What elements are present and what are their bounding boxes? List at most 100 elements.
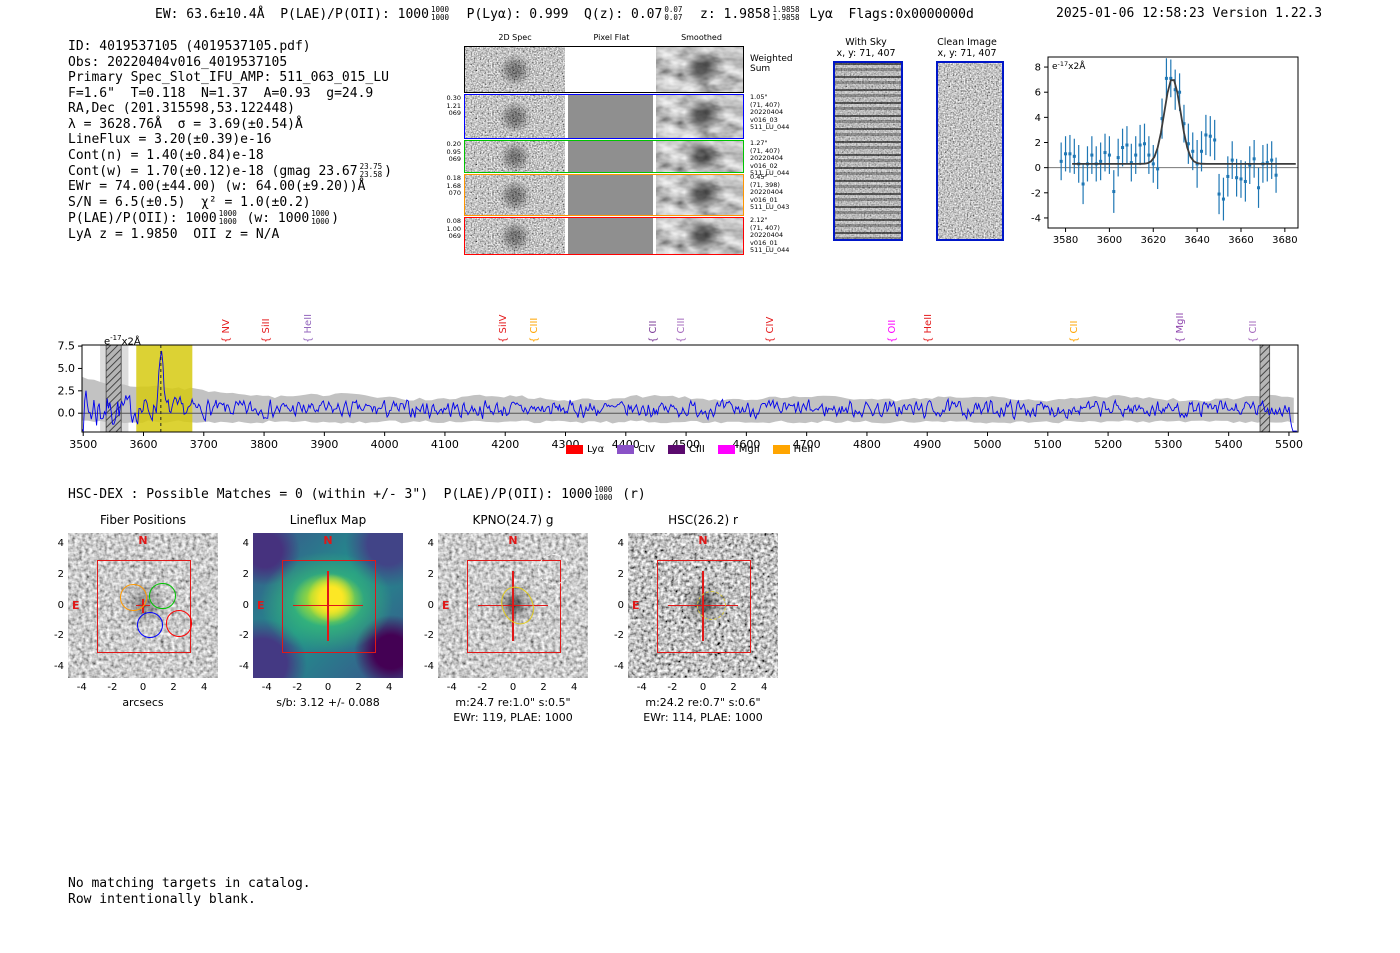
svg-text:4800: 4800 <box>853 438 881 451</box>
x-axis-tick-label: 0 <box>139 682 147 693</box>
compass-east-label: E <box>442 598 450 612</box>
text-segment: (w: 1000 <box>238 211 310 227</box>
spec2d-center-blob <box>465 141 565 172</box>
line-fit-zoom-plot: -4 -2 0 2 4 6 8 3580 3600 3620 3640 3660 3680 e-17x2Å <box>1031 56 1299 246</box>
spec2d-row <box>464 217 744 255</box>
x-axis-tick-label: 4 <box>201 682 208 693</box>
left-label-line: 0.30 <box>446 94 461 102</box>
smoothed-image <box>656 47 743 92</box>
left-label-line: 1.00 <box>446 224 461 233</box>
spec2d-row <box>464 140 744 173</box>
svg-text:3800: 3800 <box>250 438 278 451</box>
svg-text:3600: 3600 <box>129 438 157 451</box>
emission-line-label: { CIII <box>529 317 540 343</box>
legend-swatch <box>667 445 685 454</box>
detection-info-block: ID: 4019537105 (4019537105.pdf) Obs: 2022… <box>68 39 392 242</box>
cutout-title: HSC(26.2) r <box>668 513 738 527</box>
y-axis-tick-label: -2 <box>239 630 249 642</box>
footer-notes: No matching targets in catalog. Row inte… <box>68 876 311 907</box>
stack-top: 1.9858 <box>772 5 800 14</box>
cleanimage-image <box>936 61 1004 241</box>
text-segment: ID: 4019537105 (4019537105.pdf) <box>68 39 311 54</box>
svg-text:3500: 3500 <box>69 438 97 451</box>
x-axis-tick-label: -2 <box>292 682 303 693</box>
footer-line-1: No matching targets in catalog. <box>68 876 311 891</box>
right-label-line: 20220404 <box>750 154 784 163</box>
report-version: Version 1.22.3 <box>1212 6 1323 21</box>
x-axis-tick-label: 0 <box>699 682 707 693</box>
x-axis-tick-label: 2 <box>540 682 547 693</box>
cutout-panel: Fiber Positions N E 4 2 0 -2 -4 -4 -2 0 2 4 arcsecs <box>54 513 218 728</box>
pixelflat-image <box>568 175 653 215</box>
y-axis-tick-label: 2 <box>617 568 624 580</box>
stacked-fraction: 0.07 0.07 <box>664 6 682 22</box>
stacked-fraction: 1000 1000 <box>219 210 237 226</box>
svg-text:7.5: 7.5 <box>58 340 76 353</box>
text-segment: F=1.6" T=0.118 N=1.37 A=0.93 g=24.9 <box>68 85 374 101</box>
svg-text:8: 8 <box>1035 63 1041 74</box>
svg-text:5100: 5100 <box>1034 438 1062 451</box>
left-label-line: 1.68 <box>446 181 461 190</box>
info-line: EWr = 74.00(±44.00) (w: 64.00(±9.20))Å <box>68 179 392 195</box>
cutout-title: Lineflux Map <box>289 513 367 527</box>
spec2d-row-left-label: 0.18 1.68 070 <box>435 174 461 198</box>
y-axis-tick-label: 2 <box>57 568 64 580</box>
emission-line-label: { OII <box>887 319 899 343</box>
cutout-caption: arcsecs <box>122 696 164 709</box>
x-axis-tick-label: 4 <box>761 682 768 693</box>
aperture-box <box>467 559 561 654</box>
aperture-box <box>97 559 191 654</box>
sky-bands-overlay <box>835 63 901 239</box>
unit-base: e <box>104 336 111 348</box>
spec2d-row-left-label: 0.20 0.95 069 <box>435 140 461 164</box>
x-axis-tick-label: 4 <box>571 682 578 693</box>
info-line: Cont(n) = 1.40(±0.84)e-18 <box>68 148 392 164</box>
cleanimage-noise <box>938 63 1002 239</box>
x-axis-tick-label: -4 <box>636 682 647 693</box>
stack-top: 1000 <box>218 209 237 219</box>
left-label-line: 069 <box>448 232 461 240</box>
compass-north-label: N <box>698 534 708 547</box>
right-label-line: 1.05" <box>750 93 768 101</box>
smoothed-center-blob <box>656 218 743 254</box>
aperture-box <box>657 559 751 654</box>
info-line: Obs: 20220404v016_4019537105 <box>68 55 392 71</box>
legend-item: CIII <box>667 444 705 455</box>
stacked-fraction: 1000 1000 <box>594 486 612 502</box>
info-line: LyA z = 1.9850 OII z = N/A <box>68 227 392 243</box>
x-axis-tick-label: -4 <box>261 682 272 693</box>
y-axis-tick-label: -4 <box>54 660 64 672</box>
svg-text:0: 0 <box>1035 163 1041 174</box>
pixelflat-image <box>568 95 653 138</box>
right-label-line: v016_03 <box>750 115 778 124</box>
smoothed-center-blob <box>656 175 743 215</box>
spec2d-image <box>465 141 565 172</box>
stack-bottom: 1000 <box>311 217 330 227</box>
spec2d-image <box>465 47 565 92</box>
emission-line-label: { CIII <box>675 317 687 343</box>
cutout-caption: m:24.2 re:0.7" s:0.6" <box>645 696 761 709</box>
stacked-fraction: 1000 1000 <box>431 6 449 22</box>
spec2d-row <box>464 46 744 93</box>
x-axis-tick-label: 2 <box>170 682 177 693</box>
x-axis-tick-label: -4 <box>76 682 87 693</box>
smoothed-center-blob <box>656 47 743 92</box>
svg-text:3620: 3620 <box>1141 235 1166 246</box>
stack-top: 1000 <box>430 5 449 14</box>
left-label-line: 069 <box>448 155 461 163</box>
right-label-line: 20220404 <box>750 231 784 240</box>
cleanimage-title: Clean Image x, y: 71, 407 <box>917 37 1017 59</box>
cutout-caption: EWr: 119, PLAE: 1000 <box>453 711 573 724</box>
cleanimage-subtitle: x, y: 71, 407 <box>937 48 997 59</box>
info-line: λ = 3628.76Å σ = 3.69(±0.54)Å <box>68 117 392 133</box>
cleanimage-title-line: Clean Image <box>937 37 997 48</box>
x-axis-tick-label: -4 <box>446 682 457 693</box>
y-axis-tick-label: 0 <box>57 599 64 611</box>
spec2d-row-right-label: 2.12" (71, 407) 20220404 v016_01 511_LU_044 <box>750 216 810 255</box>
crosshair-v <box>327 570 329 641</box>
fiber-circle <box>165 610 193 637</box>
pixelflat-image <box>568 218 653 254</box>
x-axis-tick-label: 0 <box>509 682 517 693</box>
unit-suffix: x2Å <box>121 336 141 348</box>
